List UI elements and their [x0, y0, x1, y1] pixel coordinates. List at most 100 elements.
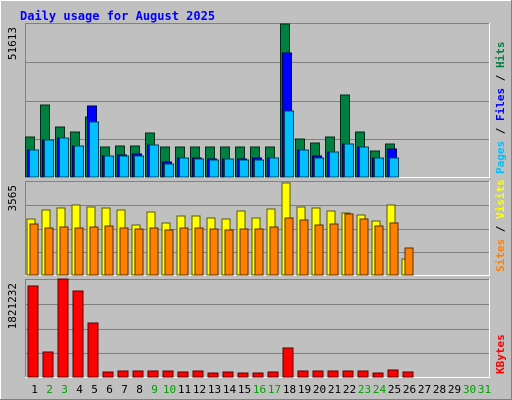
x-tick-label-day-16: 16 [253, 383, 266, 396]
x-tick-label-day-19: 19 [298, 383, 311, 396]
bar-sites-day-3 [59, 226, 69, 276]
bar-sites-day-22 [344, 213, 354, 276]
bar-kbytes-day-9 [147, 370, 159, 378]
bar-pages-day-8 [134, 155, 144, 178]
bar-sites-day-20 [314, 224, 324, 276]
x-tick-label-day-25: 25 [388, 383, 401, 396]
bar-pages-day-13 [209, 159, 219, 178]
x-tick-label-day-20: 20 [313, 383, 326, 396]
y-max-label: 1821232 [6, 283, 19, 329]
bar-kbytes-day-8 [132, 370, 144, 378]
bar-pages-day-12 [194, 158, 204, 178]
bar-pages-day-23 [359, 146, 369, 178]
side-legend-text: Sites / Visits [494, 179, 507, 272]
plot-area [25, 279, 490, 378]
bar-kbytes-day-26 [402, 371, 414, 378]
x-tick-label-day-3: 3 [61, 383, 68, 396]
bar-kbytes-day-22 [342, 370, 354, 378]
bar-kbytes-day-6 [102, 371, 114, 378]
bar-pages-day-2 [44, 139, 54, 178]
chart-title: Daily usage for August 2025 [20, 9, 215, 23]
bar-kbytes-day-13 [207, 372, 219, 378]
x-tick-label-day-27: 27 [418, 383, 431, 396]
bar-pages-day-25 [389, 157, 399, 178]
bar-pages-day-7 [119, 155, 129, 178]
bar-sites-day-16 [254, 228, 264, 276]
x-tick-label-day-13: 13 [208, 383, 221, 396]
x-axis-labels: 1 2 3 4 5 6 7 8 9 10 11 12 13 14 15 16 17 18 19 20 21 22 23 24 2… [31, 383, 491, 396]
y-max-label: 3565 [6, 185, 19, 212]
side-legend-text: KBytes [494, 334, 507, 374]
bar-kbytes-day-24 [372, 372, 384, 378]
x-tick-label-day-21: 21 [328, 383, 341, 396]
legend-separator: / [494, 68, 507, 88]
legend-kbytes: KBytes [494, 334, 507, 374]
bar-kbytes-day-11 [177, 371, 189, 378]
side-legend: KBytes [494, 334, 507, 374]
bar-kbytes-day-2 [42, 351, 54, 378]
bar-sites-day-10 [164, 229, 174, 276]
x-tick-label-day-9: 9 [151, 383, 158, 396]
legend-hits: Hits [494, 42, 507, 69]
bar-kbytes-day-21 [327, 370, 339, 378]
bar-kbytes-day-23 [357, 370, 369, 378]
bar-pages-day-17 [269, 157, 279, 178]
x-tick-label-day-24: 24 [373, 383, 387, 396]
bar-pages-day-15 [239, 159, 249, 178]
x-tick-label-day-18: 18 [283, 383, 296, 396]
bar-sites-day-1 [29, 223, 39, 276]
legend-pages: Pages [494, 141, 507, 174]
x-tick-label-day-1: 1 [31, 383, 38, 396]
x-tick-label-day-29: 29 [448, 383, 461, 396]
bar-sites-day-25 [389, 222, 399, 276]
legend-separator: / [494, 219, 507, 239]
x-tick-label-day-4: 4 [76, 383, 83, 396]
x-tick-label-day-12: 12 [193, 383, 206, 396]
bar-sites-day-24 [374, 225, 384, 276]
bar-pages-day-16 [254, 159, 264, 178]
bar-sites-day-11 [179, 227, 189, 276]
bar-sites-day-21 [329, 223, 339, 276]
legend-sites: Sites [494, 239, 507, 272]
bar-pages-day-9 [149, 144, 159, 178]
bar-sites-day-8 [134, 228, 144, 276]
x-tick-label-day-7: 7 [121, 383, 128, 396]
bar-kbytes-day-25 [387, 369, 399, 378]
legend-visits: Visits [494, 179, 507, 219]
bar-kbytes-day-5 [87, 322, 99, 378]
x-tick-label-day-28: 28 [433, 383, 446, 396]
bar-pages-day-14 [224, 158, 234, 178]
legend-separator: / [494, 121, 507, 141]
x-tick-label-day-8: 8 [136, 383, 143, 396]
bar-pages-day-20 [314, 157, 324, 178]
bar-sites-day-26 [404, 247, 414, 276]
bar-pages-day-4 [74, 145, 84, 178]
x-tick-label-day-10: 10 [163, 383, 176, 396]
x-tick-label-day-2: 2 [46, 383, 53, 396]
bar-kbytes-day-12 [192, 370, 204, 378]
bar-pages-day-24 [374, 157, 384, 178]
bar-sites-day-9 [149, 227, 159, 276]
bar-sites-day-23 [359, 218, 369, 276]
bar-pages-day-19 [299, 149, 309, 178]
bar-kbytes-day-18 [282, 347, 294, 378]
bar-pages-day-1 [29, 149, 39, 178]
x-tick-label-day-30: 30 [463, 383, 476, 396]
bar-sites-day-13 [209, 228, 219, 276]
bar-sites-day-7 [119, 227, 129, 276]
legend-files: Files [494, 88, 507, 121]
bar-kbytes-day-20 [312, 370, 324, 378]
x-tick-label-day-26: 26 [403, 383, 416, 396]
bar-sites-day-15 [239, 228, 249, 276]
bar-kbytes-day-10 [162, 370, 174, 378]
panel-visits-sites: 3565 Sites / Visits [6, 179, 507, 276]
bar-pages-day-11 [179, 157, 189, 178]
bar-kbytes-day-14 [222, 371, 234, 378]
bar-kbytes-day-16 [252, 372, 264, 378]
side-legend: Sites / Visits [494, 179, 507, 272]
x-tick-label-day-31: 31 [478, 383, 491, 396]
y-max-label: 51613 [6, 27, 19, 60]
bar-sites-day-12 [194, 227, 204, 276]
bar-kbytes-day-17 [267, 371, 279, 378]
side-legend-text: Pages / Files / Hits [494, 42, 507, 175]
